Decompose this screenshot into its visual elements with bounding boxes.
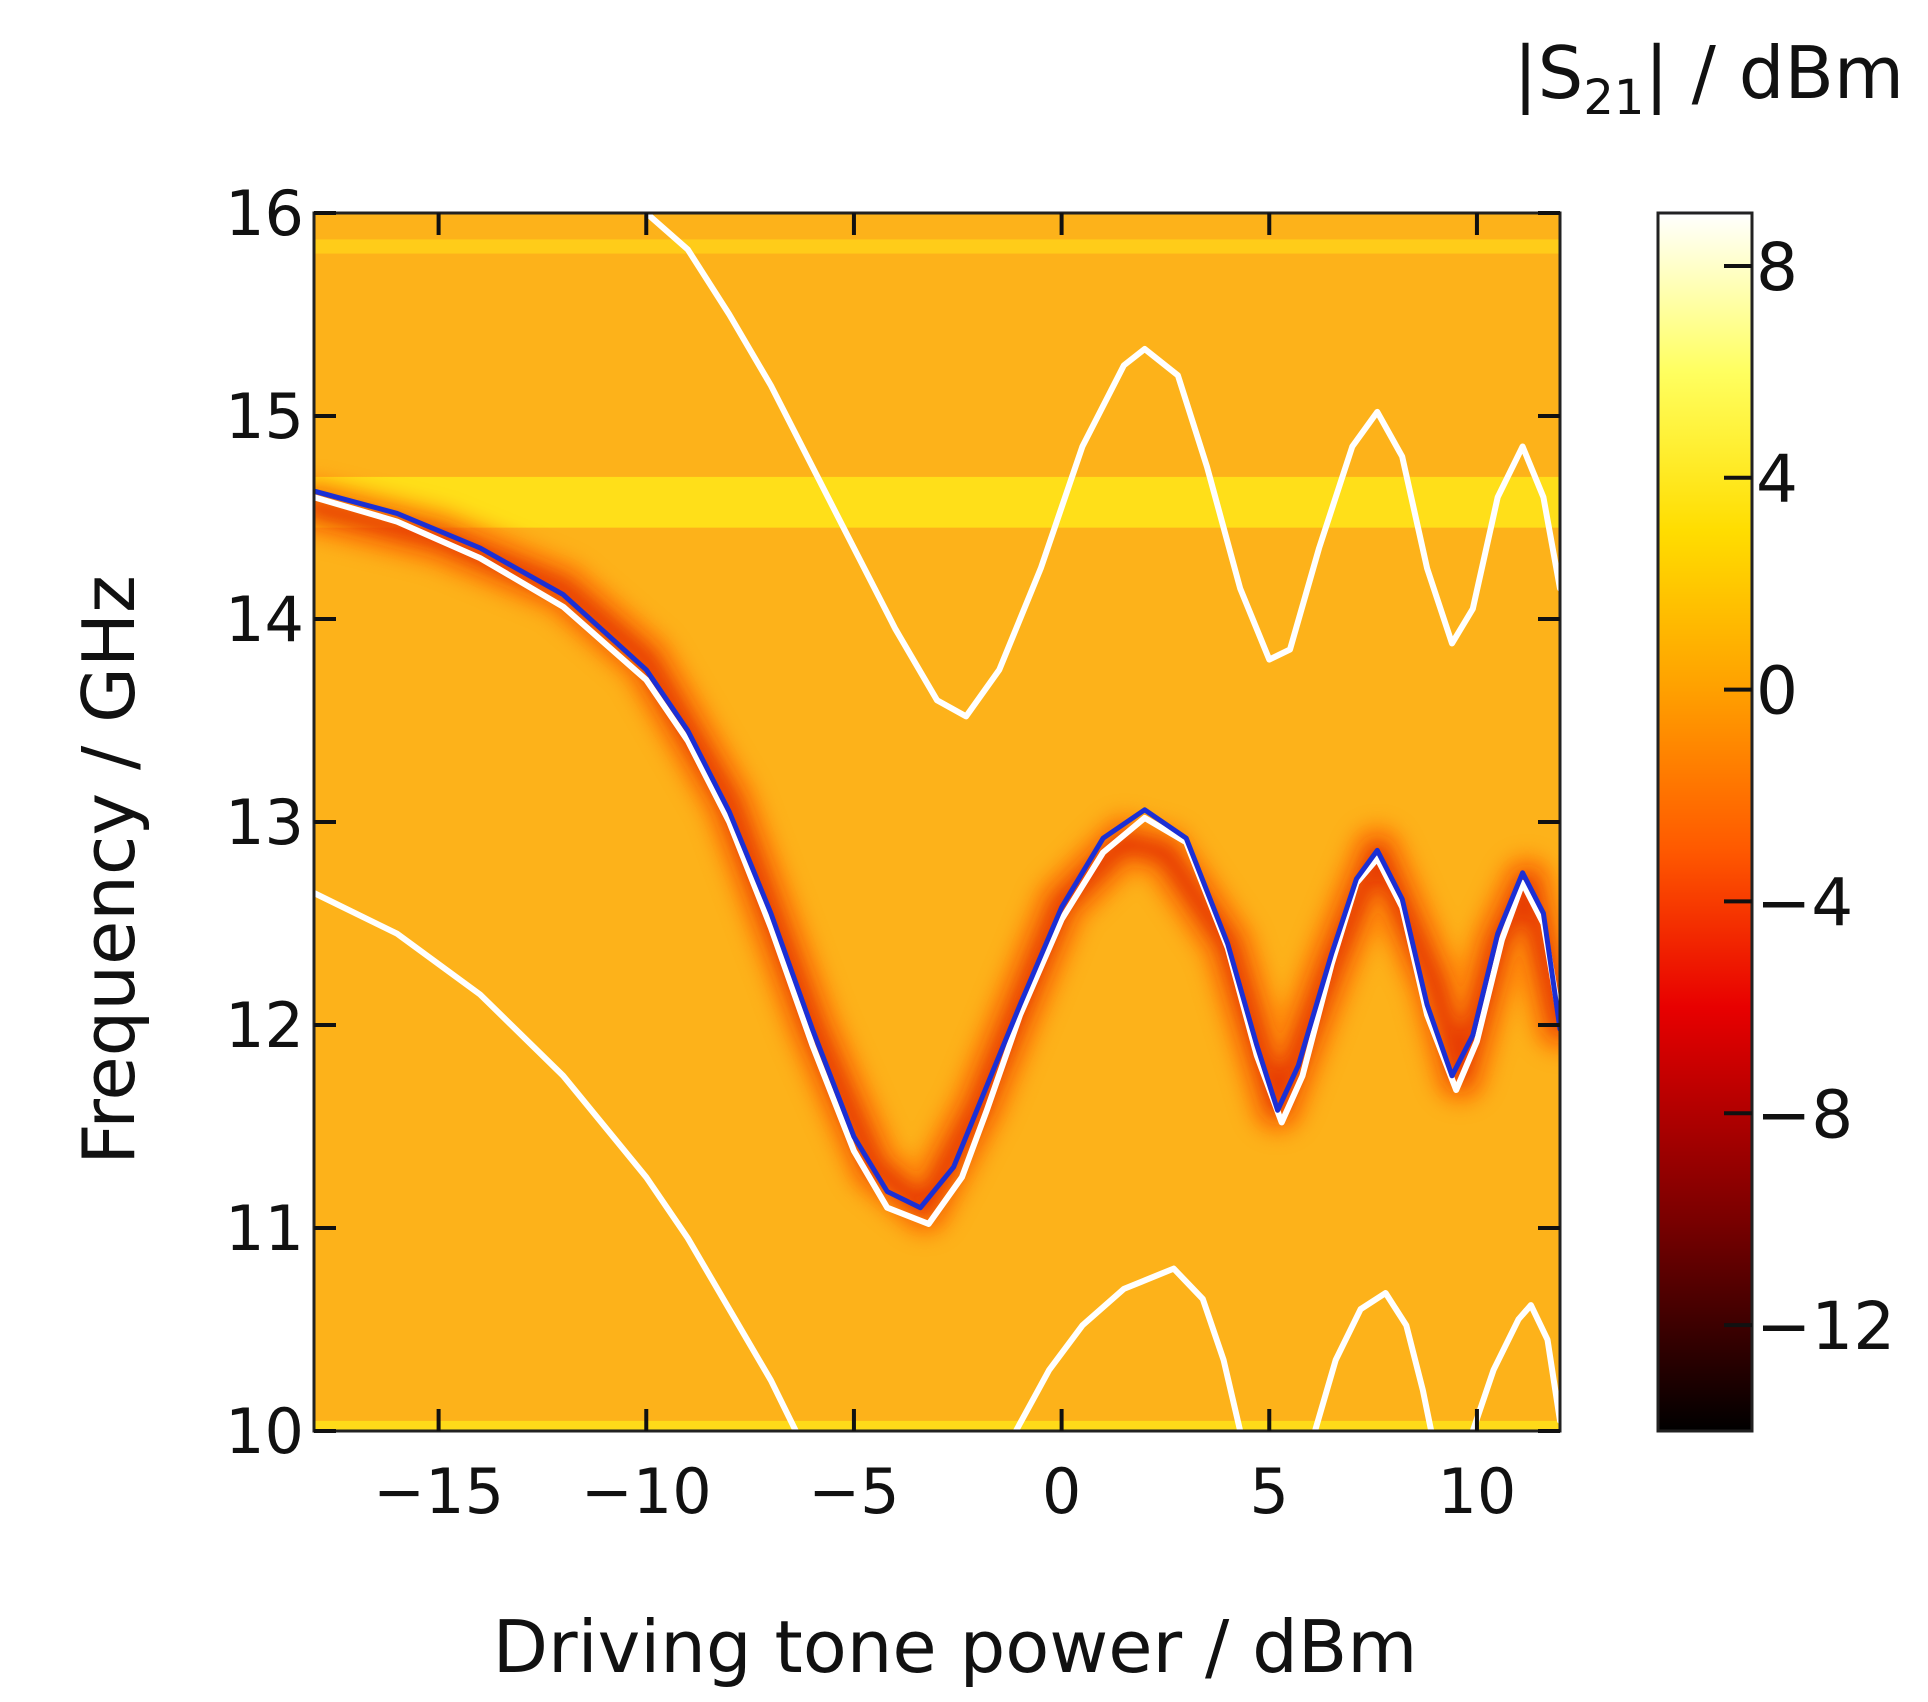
series-line-0 <box>314 488 1560 1211</box>
x-tick-label: 0 <box>1042 1455 1081 1528</box>
y-tick-label: 12 <box>225 989 304 1062</box>
colorbar-label-sub: 21 <box>1583 70 1644 126</box>
colorbar-tick-label: 8 <box>1756 229 1798 306</box>
y-tick-label: 13 <box>225 786 304 859</box>
series-line-1 <box>643 213 1560 720</box>
y-tick-label: 11 <box>225 1192 304 1265</box>
x-tick-label: 10 <box>1437 1455 1516 1528</box>
x-tick-label: −15 <box>373 1455 504 1528</box>
colorbar-tick-label: 4 <box>1756 441 1798 518</box>
colorbar-label-pre: |S <box>1513 31 1583 116</box>
y-axis: 10 11 12 13 14 15 16 <box>225 177 1560 1468</box>
x-axis-label: Driving tone power / dBm <box>493 1605 1418 1689</box>
heatmap-background <box>314 213 1560 1431</box>
colorbar: 8 4 0 −4 −8 −12 |S21| / dBm <box>1513 31 1904 1433</box>
series-line-6 <box>1469 1302 1560 1431</box>
y-axis-label: Frequency / GHz <box>67 575 151 1165</box>
colorbar-tick-label: −8 <box>1756 1076 1853 1153</box>
x-axis: −15 −10 −5 0 5 10 <box>373 213 1516 1528</box>
y-tick-label: 15 <box>225 380 304 453</box>
colorbar-ticks: 8 4 0 −4 −8 −12 <box>1724 229 1895 1365</box>
heatmap-bands <box>314 239 1560 1431</box>
colorbar-label: |S21| / dBm <box>1513 31 1904 126</box>
colorbar-tick-label: −4 <box>1756 864 1853 941</box>
colorbar-tick-label: 0 <box>1756 653 1798 730</box>
series-line-4 <box>1012 1265 1244 1431</box>
x-tick-label: 5 <box>1250 1455 1289 1528</box>
y-tick-label: 14 <box>225 583 304 656</box>
colorbar-fill <box>1656 211 1754 1433</box>
heatmap-band-2 <box>314 1420 1560 1431</box>
series-line-5 <box>1312 1290 1435 1431</box>
heatmap-band-0 <box>314 239 1560 254</box>
series-layer <box>314 213 1560 1431</box>
series-line-3 <box>314 890 799 1431</box>
heatmap-area <box>314 213 1560 1431</box>
heatmap-band-1 <box>314 476 1560 528</box>
colorbar-tick-label: −12 <box>1756 1288 1895 1365</box>
colorbar-label-post: | / dBm <box>1644 31 1904 116</box>
x-tick-label: −10 <box>581 1455 712 1528</box>
y-tick-label: 10 <box>225 1395 304 1468</box>
x-tick-label: −5 <box>808 1455 899 1528</box>
y-tick-label: 16 <box>225 177 304 250</box>
